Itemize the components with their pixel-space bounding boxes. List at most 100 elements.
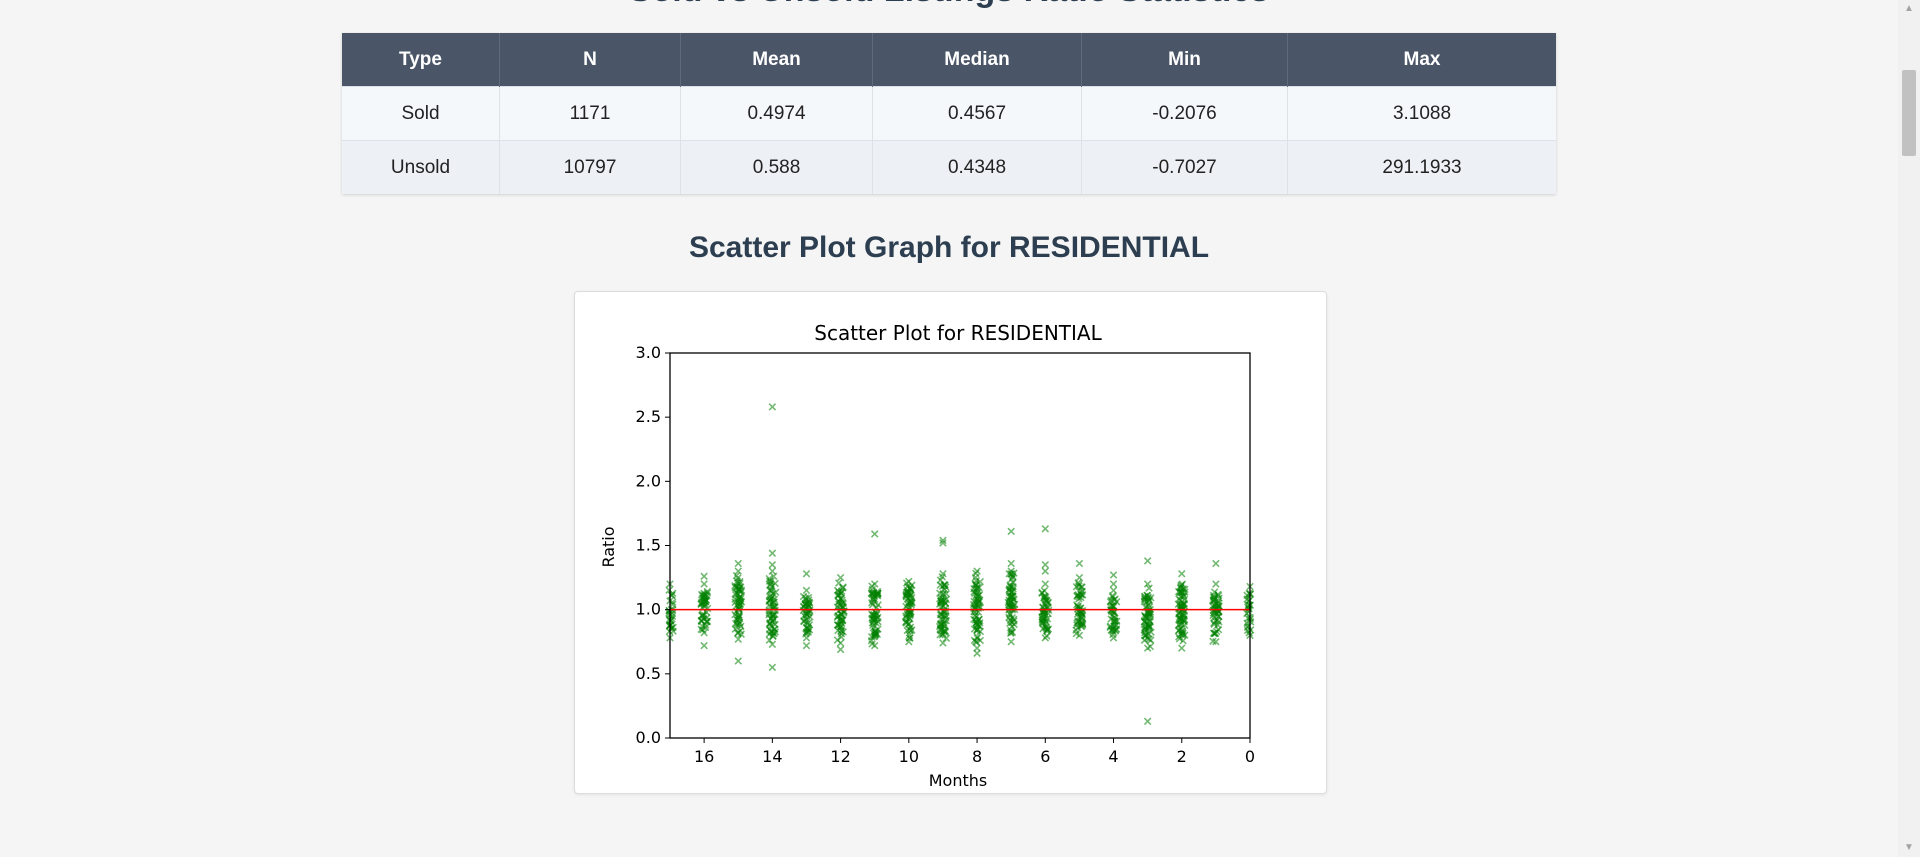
data-point — [1214, 599, 1223, 607]
data-point — [703, 589, 712, 597]
cell-mean: 0.588 — [680, 140, 873, 194]
cell-min: -0.7027 — [1081, 140, 1288, 194]
y-tick-label: 0.5 — [636, 664, 661, 683]
scroll-thumb[interactable] — [1902, 70, 1916, 156]
data-point — [1109, 571, 1118, 579]
scroll-up-arrow[interactable]: ▲ — [1904, 3, 1914, 14]
cell-type: Unsold — [342, 140, 500, 194]
data-point — [1007, 637, 1015, 646]
data-point — [1075, 573, 1084, 582]
data-point — [870, 641, 879, 650]
data-point — [1180, 621, 1189, 629]
data-point — [837, 629, 846, 638]
data-point — [1143, 580, 1152, 588]
data-point — [973, 649, 981, 658]
data-point — [938, 631, 947, 639]
data-point — [768, 403, 777, 411]
header-median: Median — [872, 33, 1082, 87]
data-point — [874, 617, 882, 626]
data-point — [802, 586, 811, 595]
data-point — [906, 610, 915, 618]
data-point — [799, 602, 808, 611]
data-point — [972, 580, 980, 589]
data-point — [733, 577, 742, 585]
data-point — [1075, 559, 1084, 568]
data-point — [733, 601, 741, 610]
data-point — [908, 626, 916, 634]
page-heading: Sold vs Unsold Listings Ratio Statistics — [0, 0, 1898, 10]
data-point — [905, 577, 913, 586]
x-tick-label: 4 — [1108, 747, 1118, 766]
data-point — [703, 613, 711, 622]
data-point — [767, 580, 775, 588]
data-point — [802, 634, 811, 642]
data-point — [1075, 595, 1083, 603]
scroll-down-arrow[interactable]: ▼ — [1904, 842, 1914, 853]
data-point — [697, 611, 706, 620]
cell-median: 0.4567 — [872, 86, 1082, 141]
data-point — [1110, 617, 1119, 625]
data-point — [1073, 601, 1081, 609]
data-point — [1178, 588, 1186, 596]
data-point — [1007, 559, 1015, 568]
data-point — [1041, 560, 1050, 569]
data-point — [1078, 611, 1087, 619]
data-point — [1109, 586, 1118, 595]
data-point — [837, 627, 846, 635]
chart-card: Scatter Plot for RESIDENTIAL 16 14 12 10 8 6 4… — [574, 291, 1327, 794]
data-point — [735, 613, 743, 621]
data-point — [1006, 629, 1015, 637]
data-point — [1107, 615, 1115, 623]
data-point — [1038, 616, 1046, 624]
scatter-chart: Scatter Plot for RESIDENTIAL 16 14 12 10 8 6 4… — [599, 321, 1255, 790]
header-type: Type — [342, 33, 500, 87]
data-point — [735, 607, 743, 615]
data-point — [1007, 527, 1015, 536]
y-axis-ticks: 0.0 0.5 1.0 1.5 2.0 2.5 3.0 — [636, 343, 670, 747]
data-point — [1175, 588, 1184, 597]
data-point — [1109, 634, 1118, 642]
y-tick-label: 2.0 — [636, 471, 661, 490]
data-point — [905, 637, 913, 646]
data-point — [870, 591, 879, 600]
vertical-scrollbar[interactable]: ▲ ▼ — [1898, 0, 1920, 857]
data-point — [731, 583, 739, 592]
cell-n: 10797 — [499, 140, 681, 194]
data-point — [1143, 557, 1152, 565]
cell-min: -0.2076 — [1081, 86, 1288, 141]
data-point — [1212, 580, 1220, 588]
data-point — [838, 602, 847, 611]
data-point — [770, 595, 779, 604]
data-point — [700, 580, 708, 588]
table-row: Unsold 10797 0.588 0.4348 -0.7027 291.19… — [342, 140, 1556, 194]
data-point — [800, 617, 808, 626]
data-point — [1074, 617, 1082, 626]
cell-max: 3.1088 — [1287, 86, 1556, 141]
data-point — [942, 589, 951, 598]
data-point — [939, 569, 947, 578]
data-point — [1109, 611, 1117, 620]
data-point — [1041, 593, 1050, 602]
data-point — [837, 610, 845, 619]
x-tick-label: 0 — [1245, 747, 1255, 766]
data-point — [938, 582, 947, 591]
data-point — [836, 573, 845, 582]
data-point — [836, 645, 845, 654]
data-point — [1005, 599, 1014, 608]
data-point — [870, 530, 879, 538]
data-point — [1212, 559, 1220, 568]
data-point — [1144, 609, 1152, 617]
x-tick-label: 16 — [694, 747, 714, 766]
header-mean: Mean — [680, 33, 873, 87]
data-point — [734, 559, 743, 568]
data-point — [939, 597, 948, 605]
data-points — [665, 403, 1255, 726]
data-point — [1140, 597, 1149, 606]
data-point — [769, 616, 778, 625]
y-tick-label: 1.5 — [636, 536, 661, 555]
data-point — [768, 663, 777, 672]
data-point — [669, 627, 677, 635]
data-point — [1211, 629, 1220, 638]
data-point — [868, 610, 876, 618]
cell-n: 1171 — [499, 86, 681, 141]
